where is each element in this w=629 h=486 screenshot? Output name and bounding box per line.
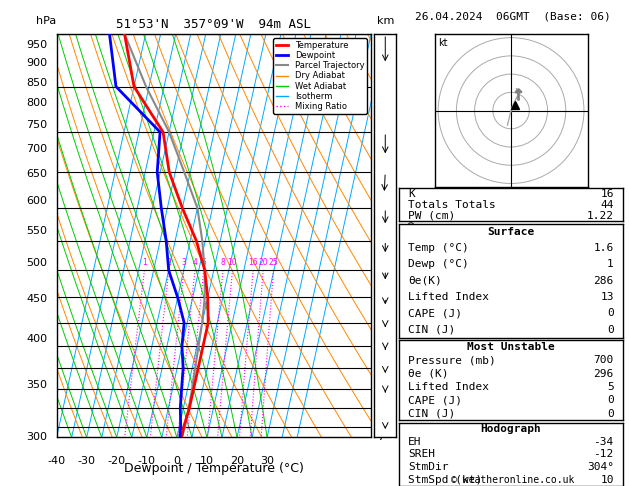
Text: Lifted Index: Lifted Index: [408, 292, 489, 302]
Text: ASL: ASL: [377, 50, 398, 60]
Text: hPa: hPa: [36, 16, 57, 26]
Text: 7: 7: [377, 433, 384, 442]
Text: 5: 5: [607, 382, 614, 392]
Text: 950: 950: [26, 40, 47, 50]
Text: 450: 450: [26, 294, 47, 304]
Text: Hodograph: Hodograph: [481, 424, 542, 434]
Text: 0: 0: [174, 455, 181, 466]
Text: θe (K): θe (K): [408, 368, 449, 379]
Text: 26.04.2024  06GMT  (Base: 06): 26.04.2024 06GMT (Base: 06): [415, 12, 611, 22]
Text: 16: 16: [248, 258, 258, 267]
Text: 0: 0: [607, 395, 614, 405]
Text: 296: 296: [594, 368, 614, 379]
Text: 20: 20: [259, 258, 268, 267]
Text: 304°: 304°: [587, 462, 614, 472]
Text: 700: 700: [26, 144, 47, 154]
Text: 650: 650: [26, 169, 47, 179]
Text: CIN (J): CIN (J): [408, 325, 455, 335]
X-axis label: Dewpoint / Temperature (°C): Dewpoint / Temperature (°C): [124, 462, 304, 475]
Text: CAPE (J): CAPE (J): [408, 308, 462, 318]
Text: K: K: [408, 189, 415, 199]
Text: 6: 6: [377, 334, 384, 345]
Text: 900: 900: [26, 58, 47, 68]
Text: Lifted Index: Lifted Index: [408, 382, 489, 392]
Text: 30: 30: [260, 455, 274, 466]
Text: 0: 0: [607, 308, 614, 318]
Text: -12: -12: [594, 450, 614, 459]
Text: 8: 8: [221, 258, 225, 267]
Text: 2: 2: [377, 98, 384, 108]
Text: Dewp (°C): Dewp (°C): [408, 260, 469, 269]
Text: 2: 2: [167, 258, 171, 267]
Text: -40: -40: [48, 455, 65, 466]
Text: 25: 25: [269, 258, 278, 267]
Text: 0: 0: [607, 325, 614, 335]
Text: 5: 5: [377, 259, 384, 268]
Text: 3: 3: [377, 144, 384, 154]
Text: 44: 44: [600, 200, 614, 209]
Text: CAPE (J): CAPE (J): [408, 395, 462, 405]
Text: 350: 350: [26, 380, 47, 390]
Text: 700: 700: [594, 355, 614, 365]
Text: 800: 800: [26, 98, 47, 108]
Text: 16: 16: [600, 189, 614, 199]
Text: PW (cm): PW (cm): [408, 210, 455, 221]
Text: 300: 300: [26, 433, 47, 442]
Text: 750: 750: [26, 120, 47, 130]
Text: 4: 4: [192, 258, 198, 267]
Text: -34: -34: [594, 437, 614, 447]
Text: 550: 550: [26, 226, 47, 236]
Text: 13: 13: [600, 292, 614, 302]
Text: Mixing Ratio (g/kg): Mixing Ratio (g/kg): [407, 187, 417, 285]
Title: 51°53'N  357°09'W  94m ASL: 51°53'N 357°09'W 94m ASL: [116, 18, 311, 32]
Text: 1: 1: [377, 58, 384, 68]
Text: 10: 10: [200, 455, 214, 466]
Text: 286: 286: [594, 276, 614, 286]
Text: Temp (°C): Temp (°C): [408, 243, 469, 253]
Text: 4: 4: [377, 196, 384, 206]
Text: 1.6: 1.6: [594, 243, 614, 253]
Text: θe(K): θe(K): [408, 276, 442, 286]
Text: kt: kt: [438, 38, 448, 48]
Text: CIN (J): CIN (J): [408, 409, 455, 419]
Text: km: km: [377, 16, 395, 26]
Text: 3: 3: [181, 258, 186, 267]
Text: Surface: Surface: [487, 226, 535, 237]
Text: 1.22: 1.22: [587, 210, 614, 221]
Text: LCL: LCL: [377, 50, 395, 60]
Text: 1: 1: [607, 260, 614, 269]
Text: Pressure (mb): Pressure (mb): [408, 355, 496, 365]
Text: Totals Totals: Totals Totals: [408, 200, 496, 209]
Text: 5: 5: [201, 258, 206, 267]
Text: 20: 20: [230, 455, 244, 466]
Text: 1: 1: [142, 258, 147, 267]
Text: 400: 400: [26, 334, 47, 345]
Text: StmDir: StmDir: [408, 462, 449, 472]
Text: -10: -10: [138, 455, 156, 466]
Text: © weatheronline.co.uk: © weatheronline.co.uk: [451, 475, 574, 485]
Text: SREH: SREH: [408, 450, 435, 459]
Text: 850: 850: [26, 77, 47, 87]
Text: -20: -20: [108, 455, 126, 466]
Text: 600: 600: [26, 196, 47, 206]
Text: -30: -30: [77, 455, 96, 466]
Text: StmSpd (kt): StmSpd (kt): [408, 475, 482, 485]
Text: 10: 10: [600, 475, 614, 485]
Text: 500: 500: [26, 259, 47, 268]
Text: EH: EH: [408, 437, 422, 447]
Legend: Temperature, Dewpoint, Parcel Trajectory, Dry Adiabat, Wet Adiabat, Isotherm, Mi: Temperature, Dewpoint, Parcel Trajectory…: [273, 38, 367, 114]
Text: Most Unstable: Most Unstable: [467, 342, 555, 352]
Text: 10: 10: [228, 258, 237, 267]
Text: 0: 0: [607, 409, 614, 419]
